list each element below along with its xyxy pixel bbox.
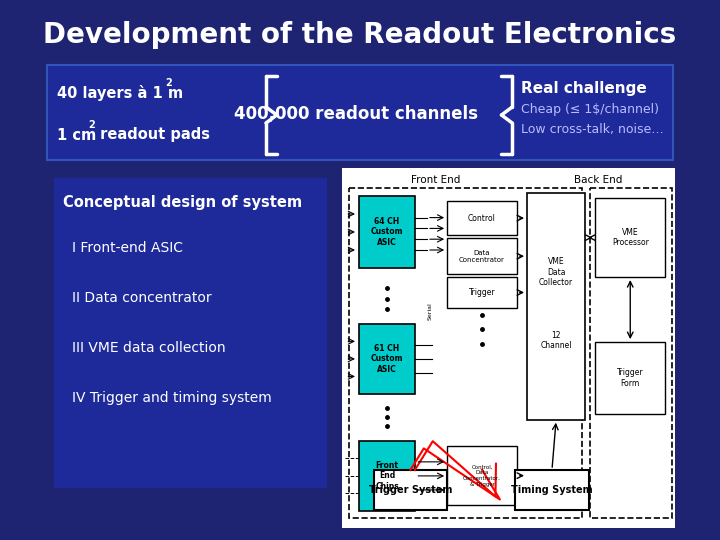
Bar bbox=[359, 324, 415, 394]
Text: VME
Data
Collector: VME Data Collector bbox=[539, 258, 573, 287]
Text: I Front-end ASIC: I Front-end ASIC bbox=[72, 241, 183, 255]
Text: 64 CH
Custom
ASIC: 64 CH Custom ASIC bbox=[371, 217, 403, 247]
Bar bbox=[590, 188, 672, 518]
Bar bbox=[595, 198, 665, 277]
Text: 40 layers à 1 m: 40 layers à 1 m bbox=[58, 85, 184, 101]
Text: Front End: Front End bbox=[410, 175, 460, 185]
Bar bbox=[359, 441, 415, 511]
Bar bbox=[527, 193, 585, 420]
Text: Timing System: Timing System bbox=[511, 485, 593, 495]
Bar bbox=[595, 342, 665, 414]
Text: 400,000 readout channels: 400,000 readout channels bbox=[233, 105, 477, 123]
Text: Front
End
Chips: Front End Chips bbox=[375, 461, 399, 491]
Bar bbox=[374, 470, 447, 510]
Text: Trigger System: Trigger System bbox=[369, 485, 452, 495]
Text: Control,
Data
Concentrator,
& Trigger: Control, Data Concentrator, & Trigger bbox=[463, 464, 501, 487]
Text: 12
Channel: 12 Channel bbox=[541, 330, 572, 350]
Text: 1 cm: 1 cm bbox=[58, 127, 96, 143]
Text: Trigger: Trigger bbox=[469, 288, 495, 297]
Text: 61 CH
Custom
ASIC: 61 CH Custom ASIC bbox=[371, 344, 403, 374]
Text: 2: 2 bbox=[166, 78, 172, 88]
Bar bbox=[447, 277, 517, 308]
Text: II Data concentrator: II Data concentrator bbox=[72, 291, 211, 305]
Bar bbox=[447, 238, 517, 274]
Text: Cheap (≤ 1$/channel): Cheap (≤ 1$/channel) bbox=[521, 104, 660, 117]
Text: Trigger
Form: Trigger Form bbox=[617, 368, 644, 388]
Bar bbox=[348, 188, 582, 518]
Bar bbox=[359, 196, 415, 268]
Text: Serial: Serial bbox=[427, 302, 432, 320]
Text: Low cross-talk, noise…: Low cross-talk, noise… bbox=[521, 124, 664, 137]
Text: III VME data collection: III VME data collection bbox=[72, 341, 225, 355]
Text: Control: Control bbox=[468, 214, 496, 222]
Text: Back End: Back End bbox=[575, 175, 623, 185]
Bar bbox=[447, 446, 517, 505]
Text: VME
Processor: VME Processor bbox=[612, 228, 649, 247]
Text: Conceptual design of system: Conceptual design of system bbox=[63, 194, 302, 210]
Text: readout pads: readout pads bbox=[95, 127, 210, 143]
Bar bbox=[447, 201, 517, 235]
Text: 2: 2 bbox=[89, 120, 96, 130]
Bar bbox=[54, 178, 327, 488]
Bar bbox=[342, 168, 675, 528]
Bar bbox=[516, 470, 588, 510]
Text: Development of the Readout Electronics: Development of the Readout Electronics bbox=[43, 21, 677, 49]
Bar bbox=[47, 65, 673, 160]
Text: Data
Concentrator: Data Concentrator bbox=[459, 249, 505, 262]
Text: IV Trigger and timing system: IV Trigger and timing system bbox=[72, 391, 271, 405]
Text: Real challenge: Real challenge bbox=[521, 80, 647, 96]
